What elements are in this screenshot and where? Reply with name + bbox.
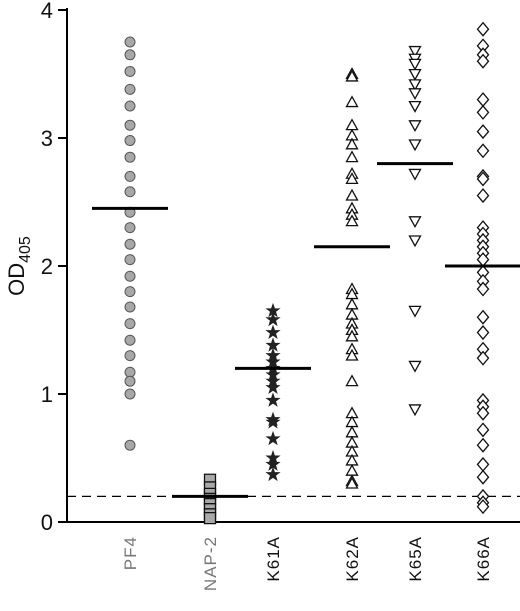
data-point	[476, 309, 490, 325]
data-point	[124, 334, 136, 346]
data-point	[265, 311, 281, 327]
data-point	[408, 139, 422, 152]
data-point	[476, 499, 490, 515]
data-point	[408, 360, 422, 373]
y-label-sub: 405	[17, 236, 34, 263]
data-point	[408, 235, 422, 248]
data-point	[345, 374, 359, 387]
data-point	[124, 65, 136, 77]
data-point	[345, 118, 359, 131]
data-point	[124, 318, 136, 330]
data-point	[408, 100, 422, 113]
data-point	[476, 143, 490, 159]
data-point	[345, 69, 359, 82]
data-point	[124, 388, 136, 400]
y-axis-label: OD405	[4, 236, 34, 296]
data-point	[476, 188, 490, 204]
y-tick-label: 3	[41, 126, 53, 151]
data-point	[265, 324, 281, 340]
data-point	[124, 170, 136, 182]
x-tick-label: K65A	[406, 536, 425, 582]
data-point	[476, 53, 490, 69]
data-point	[203, 512, 217, 525]
data-point	[476, 350, 490, 366]
data-point	[476, 281, 490, 297]
data-point	[476, 124, 490, 140]
data-point	[265, 466, 281, 482]
data-point	[408, 120, 422, 133]
data-point	[124, 186, 136, 198]
data-point	[265, 392, 281, 407]
data-point	[265, 379, 281, 395]
data-point	[124, 36, 136, 48]
data-point	[408, 68, 422, 81]
data-point	[345, 214, 359, 227]
data-point	[476, 92, 490, 108]
data-point	[345, 425, 359, 438]
data-point	[124, 270, 136, 282]
data-point	[124, 350, 136, 362]
x-tick-label: NAP-2	[201, 536, 220, 591]
data-point	[408, 88, 422, 101]
data-point	[476, 325, 490, 341]
data-point	[345, 95, 359, 108]
data-point	[408, 58, 422, 71]
data-point	[124, 100, 136, 112]
data-point	[408, 168, 422, 181]
data-point	[408, 305, 422, 318]
data-point	[124, 151, 136, 163]
data-point	[408, 404, 422, 417]
data-point	[124, 222, 136, 234]
data-point	[476, 171, 490, 187]
data-point	[124, 119, 136, 131]
y-label-main: OD	[4, 263, 29, 296]
data-point	[124, 301, 136, 313]
data-point	[124, 286, 136, 298]
y-tick-label: 1	[41, 382, 53, 407]
data-point	[345, 463, 359, 476]
data-point	[345, 172, 359, 185]
data-point	[408, 45, 422, 58]
data-point	[265, 430, 281, 446]
data-point	[345, 188, 359, 201]
data-point	[124, 375, 136, 387]
y-tick-label: 4	[41, 0, 53, 23]
x-tick-label: K62A	[343, 536, 362, 582]
data-point	[265, 414, 281, 429]
data-point	[476, 456, 490, 472]
data-point	[124, 49, 136, 61]
x-tick-label: PF4	[121, 536, 140, 570]
data-point	[408, 79, 422, 92]
data-point	[124, 439, 136, 451]
data-point	[476, 437, 490, 453]
y-tick-label: 2	[41, 254, 53, 279]
data-point	[345, 150, 359, 163]
data-point	[408, 216, 422, 229]
data-point	[476, 405, 490, 421]
data-point	[124, 254, 136, 266]
data-point	[124, 238, 136, 250]
data-point	[124, 83, 136, 95]
x-tick-label: K61A	[264, 536, 283, 582]
data-point	[345, 348, 359, 361]
data-point	[476, 469, 490, 485]
data-point	[476, 104, 490, 120]
y-tick-label: 0	[41, 510, 53, 535]
data-point	[476, 21, 490, 37]
data-point	[345, 329, 359, 342]
data-point	[345, 476, 359, 489]
data-point	[345, 137, 359, 150]
data-point	[124, 135, 136, 147]
x-tick-label: K66A	[474, 536, 493, 582]
data-point	[345, 297, 359, 310]
data-point	[476, 422, 490, 438]
